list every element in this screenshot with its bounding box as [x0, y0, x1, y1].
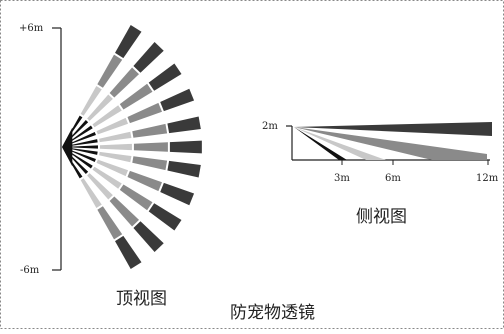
fan-beam-6-zone-4	[169, 140, 202, 154]
fan-beam-5-zone-2	[99, 131, 132, 143]
fan-beam-7-zone-4	[167, 160, 201, 178]
fan-beam-11-zone-2	[80, 178, 102, 208]
side-view-beam-long	[294, 122, 492, 136]
fan-beam-7-zone-3	[132, 156, 168, 171]
fan-beam-3-zone-4	[148, 63, 182, 91]
fan-beam-2-zone-4	[133, 41, 164, 73]
fan-beam-5-zone-3	[132, 123, 168, 138]
fan-beam-7-zone-2	[99, 151, 132, 163]
fan-beam-9-zone-2	[92, 166, 122, 189]
fan-beam-1-zone-2	[80, 86, 102, 116]
fan-beam-1-zone-3	[97, 54, 123, 88]
fan-beam-11-zone-4	[115, 235, 142, 269]
fan-beam-2-zone-3	[109, 67, 140, 98]
side-view-label-6m: 6m	[385, 173, 401, 184]
side-view-label-3m: 3m	[334, 173, 350, 184]
fan-beam-9-zone-4	[148, 203, 182, 231]
fan-beam-8-zone-3	[127, 170, 162, 192]
side-view-height-label: 2m	[262, 121, 278, 132]
fan-beam-4-zone-4	[160, 88, 195, 112]
fan-beam-4-zone-3	[127, 102, 162, 124]
side-view-beam-6m	[294, 127, 386, 160]
fan-beam-3-zone-3	[119, 83, 153, 110]
fan-beam-8-zone-2	[96, 159, 129, 177]
fan-beam-10-zone-4	[133, 221, 164, 253]
fan-beam-4-zone-2	[96, 117, 129, 135]
side-view-caption: 侧视图	[356, 207, 407, 227]
lens-title: 防宠物透镜	[230, 303, 315, 323]
fan-beam-1-zone-4	[115, 25, 142, 59]
top-view-label-minus6m: -6m	[20, 265, 40, 276]
fan-beam-11-zone-3	[97, 206, 123, 240]
fan-beam-3-zone-2	[92, 105, 122, 128]
fan-beam-6-zone-3	[133, 142, 168, 152]
fan-beam-2-zone-2	[87, 94, 113, 121]
fan-beam-6-zone-1	[62, 145, 98, 149]
side-view-beam-12m	[294, 127, 487, 160]
fan-beam-10-zone-2	[87, 173, 113, 200]
fan-beam-10-zone-3	[109, 196, 140, 227]
fan-hub	[62, 127, 73, 167]
fan-beam-6-zone-2	[99, 143, 132, 151]
side-view-beam-3m	[294, 127, 347, 160]
top-view-caption: 顶视图	[116, 289, 167, 309]
top-view-label-plus6m: +6m	[19, 23, 44, 34]
side-view-label-12m: 12m	[476, 173, 499, 184]
fan-beam-8-zone-4	[160, 182, 195, 206]
fan-beam-9-zone-3	[119, 184, 153, 211]
fan-beam-5-zone-4	[167, 116, 201, 134]
top-view-detection-fan	[62, 25, 202, 269]
